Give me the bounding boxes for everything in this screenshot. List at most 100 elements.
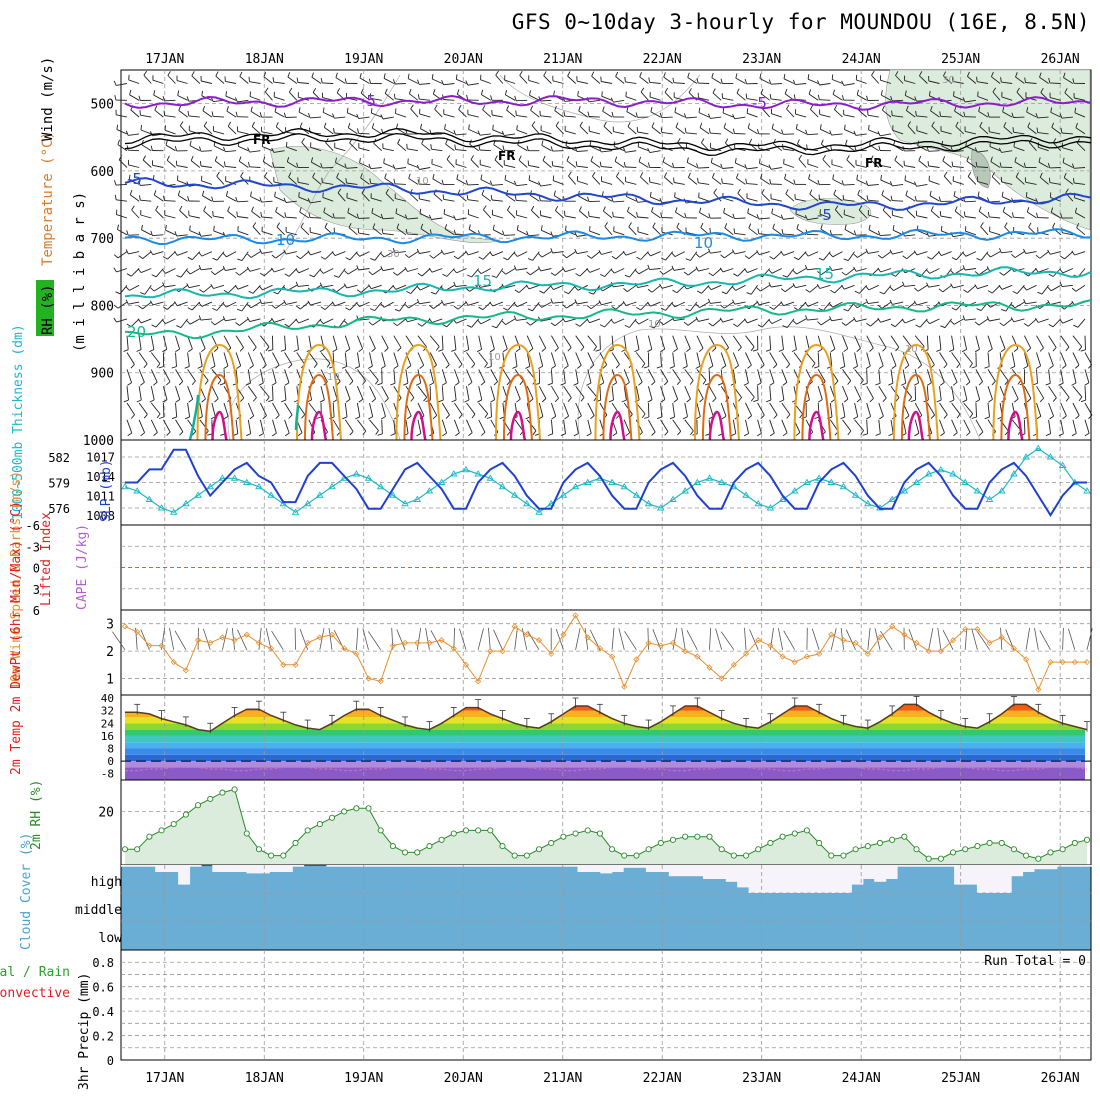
wind-barb-flag [127, 382, 132, 386]
wind-barb [199, 402, 203, 417]
isotherm-label: 10 [276, 231, 295, 249]
wind-barb [769, 386, 772, 401]
wind-barb [517, 229, 528, 236]
high-cloud-gap [223, 865, 236, 872]
wind-barb-flag [238, 156, 242, 162]
near-surface-isotherm [801, 373, 832, 441]
wind-barb-flag [748, 138, 753, 144]
wind-barb-flag [190, 155, 194, 161]
wind-barb-flag [799, 413, 803, 419]
wind-barb [259, 402, 267, 416]
wind-barb [369, 402, 374, 417]
wind-barb [1027, 126, 1037, 135]
wind-barb-flag [615, 364, 620, 369]
wind-barb-flag [683, 271, 689, 276]
wind-barb-flag [591, 71, 595, 77]
high-cloud-gap [588, 865, 601, 872]
wind10m-marker [535, 637, 543, 644]
wind-barb-flag [760, 414, 765, 420]
wind-barb-flag [1039, 347, 1044, 352]
wind-barb-flag [138, 180, 141, 186]
wind-barb-flag [744, 268, 748, 273]
wind-barb-flag [599, 324, 605, 328]
date-label: 20JAN [444, 1071, 483, 1086]
wind-barb [396, 318, 407, 327]
wind-barb-flag [261, 141, 264, 147]
rh2m-marker [475, 827, 482, 834]
wind-barb [202, 195, 213, 202]
wind-barb [964, 200, 976, 203]
wind-barb [453, 335, 457, 350]
wind-barb [478, 419, 486, 433]
wind-barb [249, 318, 261, 323]
wind-barb-flag [331, 251, 336, 256]
thickness-marker [912, 478, 921, 485]
wind-barb [490, 402, 492, 418]
wind-barb [640, 176, 649, 185]
wind-barb-flag [309, 274, 315, 278]
precip-grid [121, 950, 1091, 1060]
wind-barb [299, 126, 310, 135]
wind10m-marker [365, 675, 372, 682]
wind-barb-flag [468, 224, 471, 230]
wind-barb-flag [721, 365, 727, 369]
wind-barb-flag [296, 77, 299, 83]
wind-barb-flag [307, 198, 311, 204]
wind-barb [578, 110, 589, 118]
wind-barb-flag [477, 399, 483, 403]
wind-barb [684, 419, 694, 432]
wind-barb-flag [734, 158, 737, 164]
wind-barb [504, 164, 516, 168]
wind-barb-flag [466, 194, 469, 200]
temperature-band [125, 754, 1085, 762]
wind-barb [629, 268, 637, 278]
wind-barb-flag [177, 190, 181, 196]
wind-barb [359, 77, 370, 84]
wind-barb [895, 75, 904, 84]
wind-barb-flag [648, 77, 651, 83]
wind10m-marker [596, 645, 603, 652]
wind-barb [433, 193, 443, 202]
high-cloud-gap [760, 865, 773, 893]
dewpoint-line [125, 766, 1088, 772]
thickness-marker [169, 508, 178, 515]
wind-barb [259, 419, 264, 434]
wind-barb [504, 234, 516, 236]
wind-barb [793, 352, 803, 364]
wind-barb-flag [954, 206, 958, 212]
wind-barb [140, 268, 152, 274]
wind-barb-flag [804, 251, 809, 257]
wind-barb-flag [721, 178, 723, 184]
wind-barb-flag [955, 121, 959, 127]
wind-barb [383, 251, 395, 258]
wind-barb [772, 228, 783, 236]
wind-barb [866, 385, 874, 399]
wind-barb [356, 335, 364, 349]
wind-barb [176, 234, 188, 237]
wind-barb [274, 268, 285, 273]
wind-barb [807, 301, 819, 307]
wind-barb-flag [375, 379, 379, 385]
wind-barb [758, 301, 770, 306]
wind-barb-flag [125, 299, 129, 305]
wind-barb-flag [263, 71, 267, 77]
wind-barb-flag [1012, 290, 1018, 295]
wind-barb [372, 227, 382, 236]
wind-barb [216, 301, 225, 311]
wind-barb-flag [675, 122, 679, 128]
wind-barb-flag [258, 382, 264, 386]
wind-barb-flag [865, 180, 869, 186]
wind-barb-flag [453, 215, 457, 221]
wind-barb [587, 419, 592, 434]
wind-barb [711, 162, 722, 168]
wind-barb [661, 284, 673, 289]
wind-barb [471, 268, 480, 278]
wind-barb-flag [713, 188, 717, 194]
wind-barb [202, 110, 213, 118]
near-surface-isotherm [295, 343, 342, 441]
wind10m-barb [368, 631, 382, 651]
wind-barb-flag [805, 289, 811, 293]
wind10m-barb [874, 628, 881, 650]
wind-barb [687, 268, 698, 276]
